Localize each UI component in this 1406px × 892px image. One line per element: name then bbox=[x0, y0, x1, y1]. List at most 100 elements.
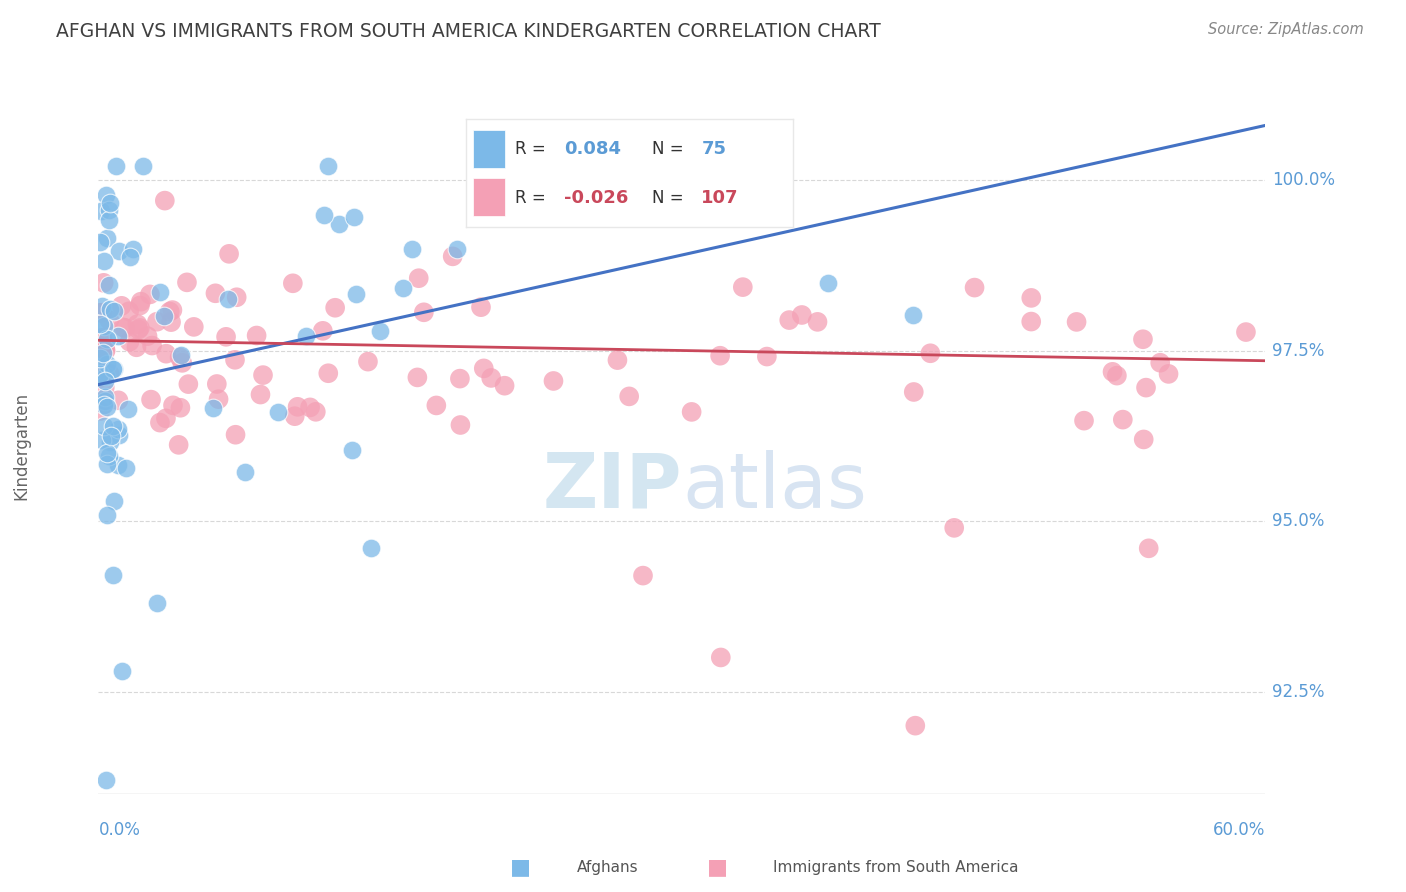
Point bbox=[93, 342, 115, 356]
Point bbox=[224, 352, 246, 367]
Point bbox=[93, 398, 115, 412]
Point bbox=[94, 390, 117, 404]
Point bbox=[100, 429, 122, 443]
Text: 60.0%: 60.0% bbox=[1213, 821, 1265, 838]
Point bbox=[287, 400, 309, 414]
Point bbox=[107, 393, 129, 408]
Text: AFGHAN VS IMMIGRANTS FROM SOUTH AMERICA KINDERGARTEN CORRELATION CHART: AFGHAN VS IMMIGRANTS FROM SOUTH AMERICA … bbox=[56, 22, 882, 41]
Point bbox=[312, 208, 335, 222]
Point bbox=[368, 324, 391, 338]
Point bbox=[479, 371, 502, 385]
Point bbox=[177, 377, 200, 392]
Text: ■: ■ bbox=[510, 857, 530, 877]
Point bbox=[1132, 433, 1154, 447]
Point bbox=[169, 401, 191, 415]
Point bbox=[412, 305, 434, 319]
Point bbox=[207, 392, 229, 407]
Point bbox=[249, 387, 271, 401]
Text: Immigrants from South America: Immigrants from South America bbox=[773, 860, 1019, 874]
Point bbox=[943, 521, 966, 535]
Point bbox=[94, 375, 117, 389]
Point bbox=[401, 243, 423, 257]
Text: 92.5%: 92.5% bbox=[1272, 682, 1324, 700]
Point bbox=[89, 333, 111, 347]
Point bbox=[128, 321, 150, 335]
Point bbox=[153, 194, 176, 208]
Point bbox=[817, 276, 839, 290]
Point bbox=[94, 380, 117, 394]
Point bbox=[344, 287, 367, 301]
Point bbox=[160, 315, 183, 329]
Point bbox=[323, 301, 346, 315]
Point bbox=[299, 401, 322, 415]
Point bbox=[172, 356, 194, 370]
Point bbox=[107, 458, 129, 472]
Point bbox=[139, 287, 162, 301]
Point bbox=[449, 371, 471, 385]
Point bbox=[89, 351, 111, 365]
Point bbox=[96, 357, 118, 371]
Point bbox=[98, 313, 121, 327]
Point bbox=[96, 368, 118, 383]
Point bbox=[98, 449, 121, 463]
Point bbox=[170, 348, 193, 362]
Point bbox=[225, 427, 247, 442]
Point bbox=[183, 319, 205, 334]
Point bbox=[96, 231, 118, 245]
Point bbox=[470, 300, 492, 314]
Point bbox=[89, 404, 111, 418]
Point bbox=[903, 384, 925, 399]
Point bbox=[159, 304, 181, 318]
Point bbox=[89, 235, 111, 249]
Point bbox=[98, 367, 121, 381]
Point bbox=[755, 350, 778, 364]
Text: 0.0%: 0.0% bbox=[98, 821, 141, 838]
Text: ZIP: ZIP bbox=[543, 450, 682, 524]
Point bbox=[710, 650, 733, 665]
Point bbox=[904, 719, 927, 733]
Point bbox=[114, 461, 136, 475]
Text: Afghans: Afghans bbox=[576, 860, 638, 874]
Point bbox=[1101, 365, 1123, 379]
Point bbox=[1157, 367, 1180, 381]
Text: Kindergarten: Kindergarten bbox=[13, 392, 30, 500]
Point bbox=[103, 494, 125, 508]
Point bbox=[107, 422, 129, 436]
Point bbox=[96, 446, 118, 460]
Point bbox=[105, 159, 128, 173]
Point bbox=[108, 427, 131, 442]
Point bbox=[136, 329, 159, 343]
Point bbox=[98, 202, 121, 217]
Point bbox=[89, 306, 111, 320]
Point bbox=[1135, 381, 1157, 395]
Point bbox=[488, 159, 510, 173]
Point bbox=[93, 254, 115, 268]
Point bbox=[107, 244, 129, 258]
Point bbox=[91, 331, 114, 345]
Point bbox=[117, 402, 139, 417]
Point bbox=[93, 418, 115, 433]
Point bbox=[1073, 414, 1095, 428]
Point bbox=[328, 217, 350, 231]
Point bbox=[806, 315, 828, 329]
Point bbox=[103, 303, 125, 318]
Point bbox=[391, 281, 413, 295]
Point bbox=[406, 370, 429, 384]
Point bbox=[97, 212, 120, 227]
Point bbox=[494, 378, 516, 392]
Point bbox=[215, 330, 238, 344]
Point bbox=[281, 277, 304, 291]
Point bbox=[96, 457, 118, 471]
Point bbox=[127, 317, 149, 331]
Point bbox=[449, 417, 471, 432]
Point bbox=[111, 664, 134, 678]
Point bbox=[90, 203, 112, 218]
Point bbox=[446, 242, 468, 256]
Point bbox=[94, 343, 117, 358]
Point bbox=[132, 159, 155, 173]
Point bbox=[149, 416, 172, 430]
Point bbox=[122, 242, 145, 256]
Point bbox=[118, 334, 141, 349]
Point bbox=[89, 368, 111, 382]
Point bbox=[112, 320, 135, 334]
